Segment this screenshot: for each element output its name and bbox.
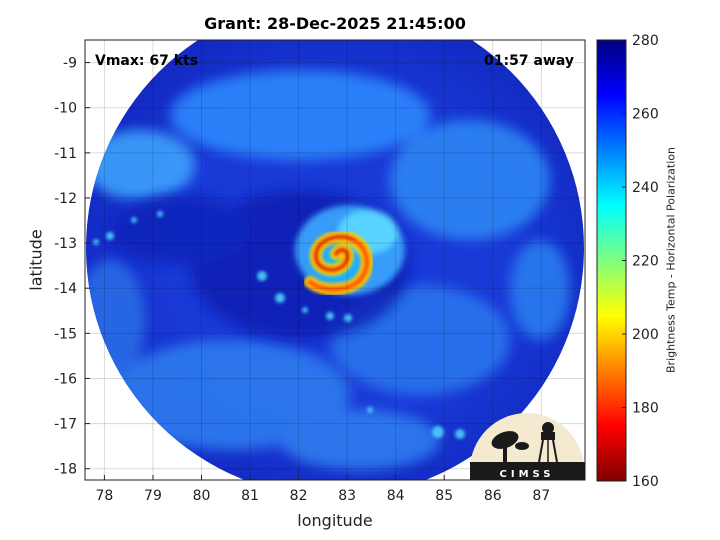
colorbar-tick-label: 160 — [632, 474, 659, 490]
colorbar — [596, 39, 627, 482]
y-tick-label: -9 — [63, 56, 77, 72]
x-tick-label: 78 — [96, 488, 114, 504]
colorbar-tick-label: 220 — [632, 254, 659, 270]
x-tick-label: 80 — [193, 488, 211, 504]
y-tick-label: -17 — [54, 417, 77, 433]
x-tick-label: 82 — [290, 488, 308, 504]
x-axis-label: longitude — [297, 511, 373, 530]
y-tick-label: -18 — [54, 462, 77, 478]
colorbar-tick-label: 260 — [632, 107, 659, 123]
y-tick-label: -10 — [54, 101, 77, 117]
cimss-logo: CIMSS — [470, 413, 585, 480]
y-tick-label: -15 — [54, 326, 77, 342]
y-tick-label: -14 — [54, 281, 77, 297]
x-tick-label: 84 — [387, 488, 405, 504]
cimss-logo-text: CIMSS — [500, 469, 555, 480]
x-axis-ticks: 78 79 80 81 82 83 84 85 86 87 — [96, 475, 550, 504]
x-tick-label: 85 — [435, 488, 453, 504]
colorbar-ticks: 280 260 240 220 200 180 160 — [622, 33, 659, 490]
vmax-annotation: Vmax: 67 kts — [95, 53, 199, 69]
x-tick-label: 87 — [532, 488, 550, 504]
microwave-swath — [86, 40, 584, 480]
plot-title: Grant: 28-Dec-2025 21:45:00 — [204, 14, 466, 33]
colorbar-tick-label: 280 — [632, 33, 659, 49]
axes-frame — [84, 39, 586, 481]
y-tick-label: -13 — [54, 236, 77, 252]
colorbar-tick-label: 200 — [632, 327, 659, 343]
x-tick-label: 83 — [338, 488, 356, 504]
x-tick-label: 86 — [484, 488, 502, 504]
colorbar-label: Brightness Temp - Horizontal Polarizatio… — [664, 147, 678, 373]
colorbar-tick-label: 240 — [632, 180, 659, 196]
y-tick-label: -11 — [54, 146, 77, 162]
y-axis-label: latitude — [26, 229, 46, 291]
x-tick-label: 81 — [241, 488, 259, 504]
time-away-annotation: 01:57 away — [484, 53, 574, 69]
y-axis-ticks: -9 -10 -11 -12 -13 -14 -15 -16 -17 -18 — [54, 56, 90, 478]
x-tick-label: 79 — [144, 488, 162, 504]
y-tick-label: -12 — [54, 191, 77, 207]
colorbar-tick-label: 180 — [632, 401, 659, 417]
y-tick-label: -16 — [54, 371, 77, 387]
